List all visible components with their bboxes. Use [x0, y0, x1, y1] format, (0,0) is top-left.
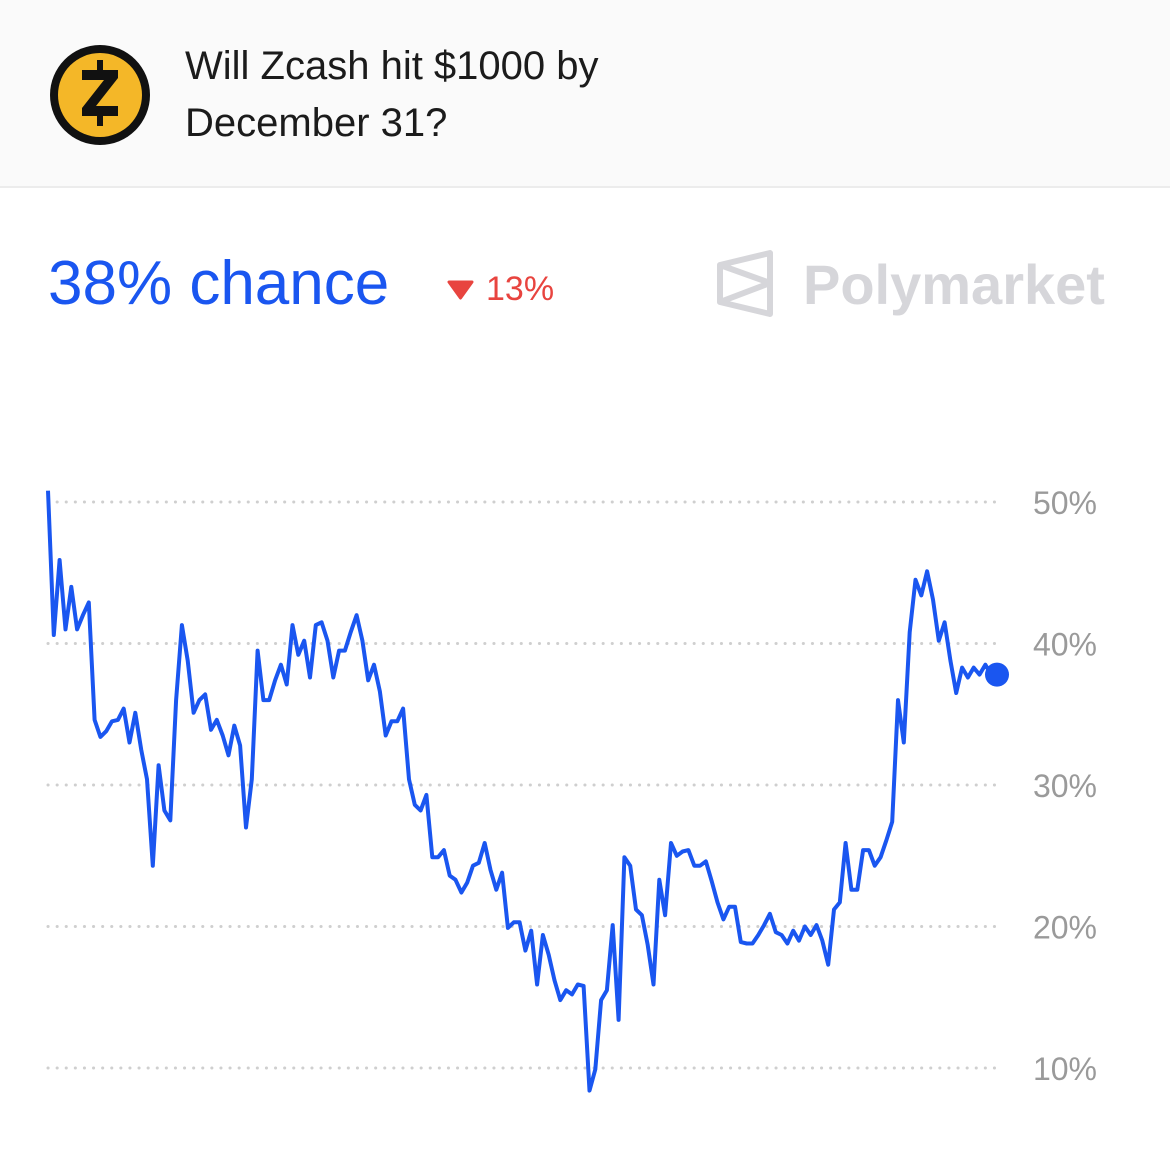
- y-tick-label: 20%: [1033, 910, 1097, 946]
- y-tick-label: 10%: [1033, 1051, 1097, 1087]
- y-tick-label: 30%: [1033, 768, 1097, 804]
- headline: 38% chance: [48, 249, 389, 318]
- end-dot: [985, 662, 1009, 687]
- y-tick-label: 40%: [1033, 627, 1097, 663]
- change: 13%: [486, 270, 554, 308]
- brand-logo: [717, 250, 773, 317]
- coin-icon: [50, 45, 150, 145]
- line: [46, 490, 997, 1093]
- market-title: Will Zcash hit $1000 by December 31?: [185, 44, 599, 145]
- y-tick-label: 50%: [1033, 485, 1097, 521]
- down-arrow: [447, 280, 474, 300]
- brand: Polymarket: [803, 253, 1105, 316]
- header: Will Zcash hit $1000 by December 31?: [0, 0, 1170, 188]
